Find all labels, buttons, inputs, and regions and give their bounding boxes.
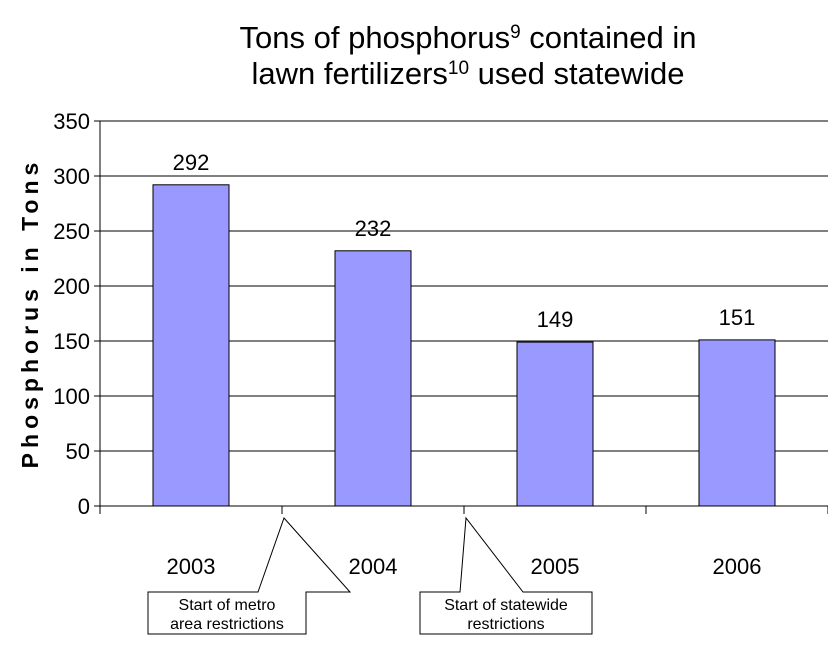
callout-text: Start of statewide: [444, 597, 568, 614]
value-label: 232: [355, 216, 392, 241]
value-label: 292: [173, 150, 210, 175]
title-part: contained in: [521, 20, 697, 55]
title-part: used statewide: [469, 56, 684, 91]
bar: [334, 250, 412, 507]
title-part: 10: [448, 58, 469, 79]
callout-text: area restrictions: [170, 616, 284, 633]
callout-text: restrictions: [467, 616, 544, 633]
title-part: Tons of phosphorus: [240, 20, 511, 55]
value-label: 149: [537, 307, 574, 332]
title-part: lawn fertilizers: [252, 56, 448, 91]
y-tick-label: 250: [53, 219, 90, 244]
chart-title: Tons of phosphorus9 contained in: [240, 20, 697, 55]
x-tick-label: 2005: [531, 554, 580, 579]
x-tick-label: 2004: [349, 554, 398, 579]
x-tick-label: 2006: [713, 554, 762, 579]
value-label: 151: [719, 305, 756, 330]
callout: [419, 516, 593, 635]
bar: [516, 341, 594, 507]
y-tick-label: 100: [53, 384, 90, 409]
y-tick-label: 350: [53, 109, 90, 134]
x-tick-label: 2003: [167, 554, 216, 579]
chart-title: lawn fertilizers10 used statewide: [252, 56, 685, 91]
y-axis-label: Phosphorus in Tons: [17, 158, 43, 469]
y-tick-label: 300: [53, 164, 90, 189]
y-tick-label: 50: [66, 439, 90, 464]
y-tick-label: 0: [78, 494, 90, 519]
callout-text: Start of metro: [179, 597, 276, 614]
bar: [152, 184, 230, 507]
y-tick-label: 200: [53, 274, 90, 299]
y-tick-label: 150: [53, 329, 90, 354]
bar: [698, 339, 776, 507]
title-part: 9: [510, 22, 521, 43]
callout: [147, 517, 352, 635]
